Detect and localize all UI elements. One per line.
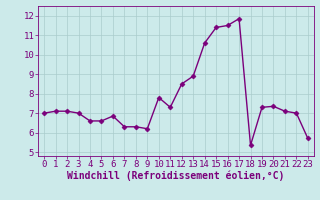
X-axis label: Windchill (Refroidissement éolien,°C): Windchill (Refroidissement éolien,°C) xyxy=(67,171,285,181)
